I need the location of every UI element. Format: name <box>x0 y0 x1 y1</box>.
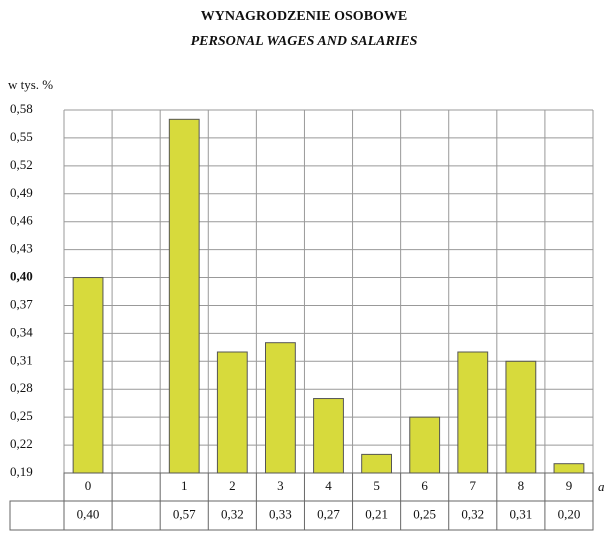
y-tick-label: 0,46 <box>10 213 33 228</box>
x-tick-label: 6 <box>421 478 428 493</box>
y-tick-label: 0,40 <box>10 269 33 284</box>
y-tick-label: 0,37 <box>10 296 33 311</box>
bar <box>361 453 392 474</box>
bar <box>265 342 296 474</box>
bar <box>313 398 344 474</box>
x-tick-label: 4 <box>325 478 332 493</box>
x-tick-label: 2 <box>229 478 236 493</box>
table-value: 0,32 <box>461 506 484 521</box>
table-value: 0,57 <box>173 506 196 521</box>
y-tick-label: 0,34 <box>10 324 33 339</box>
y-tick-label: 0,31 <box>10 352 33 367</box>
table-value: 0,25 <box>413 506 436 521</box>
table-value: 0,32 <box>221 506 244 521</box>
y-tick-label: 0,52 <box>10 157 33 172</box>
y-tick-label: 0,49 <box>10 185 33 200</box>
y-tick-label: 0,55 <box>10 129 33 144</box>
bar <box>168 118 200 474</box>
x-tick-label: 7 <box>470 478 477 493</box>
bar <box>72 277 104 474</box>
table-value: 0,27 <box>317 506 340 521</box>
x-tick-label: 3 <box>277 478 284 493</box>
y-tick-label: 0,22 <box>10 436 33 451</box>
table-row-values <box>9 500 594 531</box>
x-tick-label: 8 <box>518 478 525 493</box>
bar <box>409 416 441 474</box>
chart-title: WYNAGRODZENIE OSOBOWE <box>201 9 408 24</box>
y-tick-label: 0,25 <box>10 408 33 423</box>
y-tick-label: 0,43 <box>10 241 33 256</box>
bar <box>216 351 248 474</box>
table-value: 0,40 <box>77 506 100 521</box>
x-tick-label: 0 <box>85 478 92 493</box>
chart-subtitle: PERSONAL WAGES AND SALARIES <box>191 34 418 49</box>
bar <box>505 360 537 474</box>
y-axis-label: w tys. % <box>8 77 53 92</box>
bar <box>553 463 585 474</box>
x-tick-label: 9 <box>566 478 573 493</box>
table-value: 0,31 <box>509 506 532 521</box>
y-tick-label: 0,19 <box>10 464 33 479</box>
x-axis-label: a <box>598 479 605 494</box>
table-value: 0,20 <box>558 506 581 521</box>
x-tick-label: 1 <box>181 478 188 493</box>
y-tick-label: 0,58 <box>10 101 33 116</box>
table-value: 0,33 <box>269 506 292 521</box>
table-value: 0,21 <box>365 506 388 521</box>
y-tick-label: 0,28 <box>10 380 33 395</box>
x-tick-label: 5 <box>373 478 380 493</box>
bar <box>457 351 489 474</box>
